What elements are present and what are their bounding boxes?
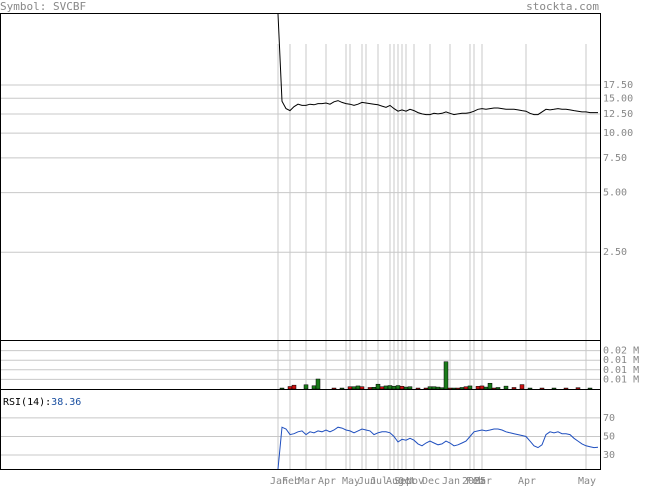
x-tick-label: Jun: [358, 476, 376, 486]
price-tick-label: 15.00: [603, 93, 633, 104]
x-tick-label: Apr: [518, 476, 536, 486]
x-tick-label: Mar: [474, 476, 492, 486]
volume-bar: [339, 387, 345, 390]
volume-tick-label: 0.01 M: [603, 355, 639, 366]
volume-bar: [359, 386, 365, 390]
rsi-tick-label: 50: [603, 431, 615, 442]
volume-bar: [439, 387, 445, 390]
price-panel-frame: [0, 13, 601, 341]
volume-bar: [311, 385, 317, 390]
volume-bar: [375, 383, 381, 390]
volume-tick-label: 0.01 M: [603, 365, 639, 376]
rsi-readout: RSI(14):38.36: [3, 397, 81, 408]
volume-bar: [403, 386, 409, 390]
x-tick-label: Jul: [370, 476, 388, 486]
volume-bar: [291, 384, 297, 390]
price-tick-label: 2.50: [603, 247, 627, 258]
volume-bar: [487, 382, 493, 390]
volume-bar: [467, 385, 473, 390]
volume-bar: [367, 387, 373, 390]
rsi-panel-frame: [0, 389, 601, 470]
x-tick-label: May: [578, 476, 596, 486]
volume-bar: [331, 387, 337, 390]
volume-bar: [387, 385, 393, 390]
x-tick-label: Sep: [394, 476, 412, 486]
volume-bar: [447, 387, 453, 390]
volume-bar: [347, 386, 353, 390]
rsi-value: 38.36: [51, 397, 82, 408]
volume-bar: [435, 386, 441, 390]
volume-bar: [459, 387, 465, 390]
volume-tick-label: 0.02 M: [603, 346, 639, 357]
volume-bar: [563, 387, 569, 390]
volume-bar: [503, 385, 509, 390]
x-tick-label: 2025: [462, 476, 486, 486]
x-tick-label: Mar: [298, 476, 316, 486]
volume-bar: [575, 387, 581, 390]
volume-bar: [379, 386, 385, 390]
volume-bar: [383, 385, 389, 390]
watermark: stockta.com: [526, 0, 599, 13]
rsi-tick-label: 30: [603, 450, 615, 461]
rsi-tick-label: 70: [603, 413, 615, 424]
price-line: [277, 13, 598, 116]
volume-bar: [451, 387, 457, 390]
x-tick-label: Feb: [466, 476, 484, 486]
price-tick-label: 5.00: [603, 188, 627, 199]
x-tick-label: Aug: [386, 476, 404, 486]
volume-bar: [303, 384, 309, 390]
volume-bar: [391, 386, 397, 390]
x-tick-label: Jan: [270, 476, 288, 486]
volume-bar: [463, 386, 469, 390]
volume-bar: [587, 387, 593, 390]
volume-bar: [491, 387, 497, 390]
volume-bar: [315, 378, 321, 390]
rsi-label: RSI(14):: [3, 397, 52, 408]
rsi-line: [277, 426, 599, 470]
volume-bar: [423, 387, 429, 390]
volume-bar: [479, 385, 485, 390]
volume-bar: [371, 387, 377, 390]
volume-bar: [415, 387, 421, 390]
x-tick-label: Feb: [282, 476, 300, 486]
volume-bar: [551, 387, 557, 390]
volume-bar: [443, 361, 449, 390]
x-tick-label: Apr: [318, 476, 336, 486]
volume-bar: [355, 385, 361, 390]
price-tick-label: 12.50: [603, 109, 633, 120]
volume-bar: [399, 386, 405, 390]
volume-bar: [483, 386, 489, 390]
volume-bar: [519, 384, 525, 390]
volume-bar: [495, 387, 501, 390]
volume-bar: [407, 386, 413, 390]
volume-bar: [539, 387, 545, 390]
volume-bar: [287, 386, 293, 390]
volume-bar: [527, 387, 533, 390]
volume-bar: [455, 387, 461, 390]
price-tick-label: 17.50: [603, 80, 633, 91]
volume-bar: [279, 387, 285, 390]
x-tick-label: Dec: [422, 476, 440, 486]
x-tick-label: May: [342, 476, 360, 486]
volume-bar: [351, 386, 357, 390]
volume-bar: [395, 385, 401, 390]
volume-tick-label: 0.01 M: [603, 374, 639, 385]
symbol-label: Symbol: SVCBF: [0, 0, 87, 13]
x-tick-label: Nov: [406, 476, 424, 486]
price-tick-label: 7.50: [603, 153, 627, 164]
x-tick-label: Oct: [398, 476, 416, 486]
volume-bar: [427, 386, 433, 390]
volume-bar: [511, 387, 517, 390]
volume-bar: [475, 386, 481, 390]
volume-panel-frame: [0, 340, 601, 390]
volume-bar: [431, 386, 437, 390]
x-tick-label: Jan: [442, 476, 460, 486]
price-tick-label: 10.00: [603, 128, 633, 139]
